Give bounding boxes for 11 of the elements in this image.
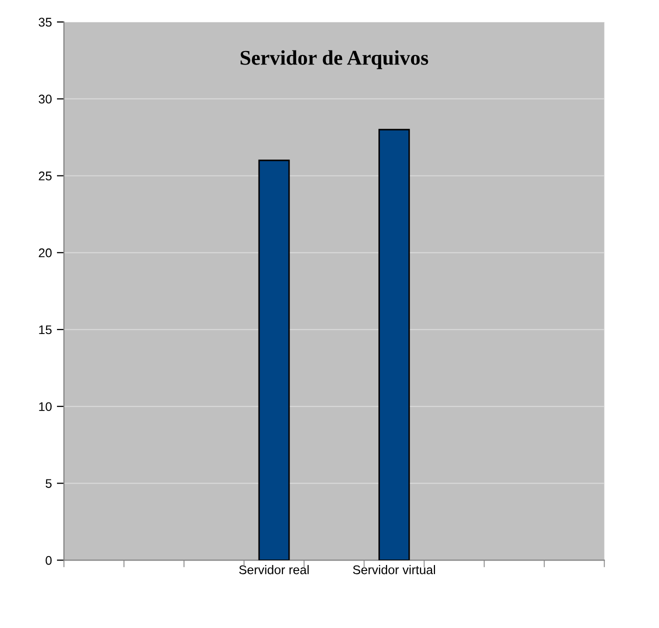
x-tick-label: Servidor real: [239, 565, 309, 574]
y-tick-label: 15: [39, 325, 52, 334]
y-tick-label: 0: [46, 556, 52, 565]
y-tick-label: 10: [39, 402, 52, 412]
text: Servidor de Arquivos: [240, 50, 428, 70]
y-tick-label: 35: [38, 18, 52, 27]
x-tick-label: Servidor virtual: [353, 565, 436, 574]
y-tick-label: 5: [46, 479, 52, 488]
y-tick-label: 25: [38, 172, 52, 180]
y-tick-label: 30: [38, 94, 52, 104]
y-tick-label: 20: [38, 248, 52, 258]
